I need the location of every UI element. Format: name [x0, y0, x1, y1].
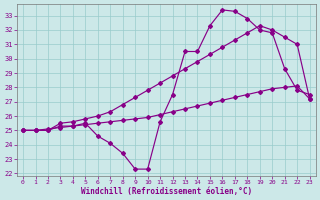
- X-axis label: Windchill (Refroidissement éolien,°C): Windchill (Refroidissement éolien,°C): [81, 187, 252, 196]
